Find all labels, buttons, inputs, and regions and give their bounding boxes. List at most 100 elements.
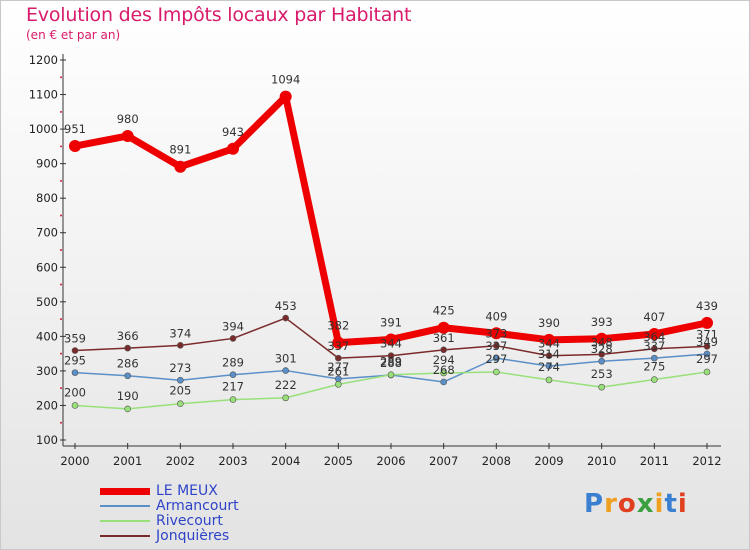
data-label: 314 <box>538 347 560 361</box>
data-label: 382 <box>327 319 349 333</box>
y-minor-tick <box>60 76 62 79</box>
data-point <box>282 367 289 374</box>
data-label: 289 <box>380 355 402 369</box>
data-point <box>440 378 447 386</box>
data-point <box>282 314 289 322</box>
data-label: 453 <box>275 299 297 313</box>
data-point <box>648 327 661 340</box>
data-label: 190 <box>117 389 139 403</box>
data-point <box>335 354 342 362</box>
y-tick-label: 100 <box>36 433 58 447</box>
legend-swatch <box>100 520 150 522</box>
y-tick-label: 400 <box>36 329 58 343</box>
logo-letter: r <box>604 489 618 519</box>
data-label: 337 <box>485 339 507 353</box>
data-label: 289 <box>222 356 244 370</box>
data-label: 439 <box>696 299 718 313</box>
data-label: 1094 <box>271 73 300 87</box>
x-tick-label: 2005 <box>324 454 353 468</box>
y-minor-tick <box>60 214 62 217</box>
data-label: 200 <box>64 385 86 399</box>
y-tick-label: 700 <box>36 226 58 240</box>
data-point <box>543 333 555 346</box>
data-point <box>598 357 605 365</box>
data-point <box>121 130 134 142</box>
data-point <box>703 350 711 358</box>
y-minor-tick <box>60 145 62 148</box>
data-label: 295 <box>64 354 86 368</box>
data-label: 294 <box>433 353 455 367</box>
data-label: 366 <box>117 329 139 343</box>
y-minor-tick <box>60 421 62 424</box>
data-label: 349 <box>696 335 718 349</box>
data-point <box>124 344 131 352</box>
data-point <box>124 372 131 380</box>
data-point <box>545 376 553 384</box>
data-point <box>440 346 447 354</box>
data-point <box>71 402 79 409</box>
y-minor-tick <box>60 283 62 286</box>
data-label: 337 <box>327 339 349 353</box>
y-minor-tick <box>60 318 62 321</box>
x-tick-label: 2011 <box>640 454 669 468</box>
data-point <box>177 400 184 408</box>
data-point <box>703 368 711 376</box>
y-minor-tick <box>60 387 62 390</box>
y-tick-label: 500 <box>36 295 58 309</box>
data-point <box>651 354 658 362</box>
legend-label: LE MEUX <box>156 483 218 499</box>
data-point <box>177 342 184 349</box>
y-tick-label: 200 <box>36 398 58 412</box>
data-label: 297 <box>485 352 507 366</box>
data-label: 261 <box>327 364 349 378</box>
x-tick-label: 2012 <box>692 454 721 468</box>
data-point <box>545 362 553 370</box>
chart-subtitle: (en € et par an) <box>26 28 121 42</box>
data-label: 273 <box>169 361 191 375</box>
x-tick-label: 2009 <box>534 454 563 468</box>
x-tick-label: 2007 <box>429 454 458 468</box>
data-point <box>598 383 605 391</box>
y-minor-tick <box>60 249 62 251</box>
data-point <box>335 381 342 388</box>
data-label: 374 <box>169 326 191 340</box>
data-label: 297 <box>696 352 718 366</box>
data-label: 390 <box>538 316 560 330</box>
data-point <box>332 336 345 349</box>
x-tick-label: 2006 <box>376 454 405 468</box>
series-line-le-meux <box>71 93 711 347</box>
data-label: 409 <box>485 309 507 323</box>
data-point <box>229 371 237 379</box>
data-label: 277 <box>327 360 349 374</box>
y-minor-tick <box>60 110 62 113</box>
y-minor-tick <box>60 352 62 355</box>
data-label: 394 <box>222 319 244 333</box>
data-label: 344 <box>380 337 402 351</box>
data-label: 268 <box>433 363 455 377</box>
data-point <box>279 90 292 103</box>
data-point <box>124 405 131 413</box>
legend-swatch <box>100 487 150 495</box>
data-label: 951 <box>64 122 86 136</box>
data-point <box>282 394 289 402</box>
data-point <box>174 160 187 173</box>
logo-letter: P <box>584 489 605 519</box>
y-tick-label: 900 <box>36 157 58 171</box>
data-label: 222 <box>275 378 297 392</box>
x-tick-label: 2004 <box>271 454 300 468</box>
data-point <box>493 342 500 349</box>
data-label: 288 <box>380 356 402 370</box>
data-point <box>69 140 81 153</box>
data-label: 328 <box>591 342 613 356</box>
legend-label: Rivecourt <box>156 513 223 529</box>
data-point <box>440 369 447 377</box>
data-label: 425 <box>433 304 455 318</box>
data-point <box>595 332 608 345</box>
logo-letter: i <box>654 489 665 519</box>
chart-title: Evolution des Impôts locaux par Habitant <box>26 4 412 26</box>
data-point <box>385 333 397 346</box>
y-tick-label: 1200 <box>29 53 58 67</box>
data-label: 980 <box>117 112 139 126</box>
y-minor-tick <box>60 179 62 182</box>
